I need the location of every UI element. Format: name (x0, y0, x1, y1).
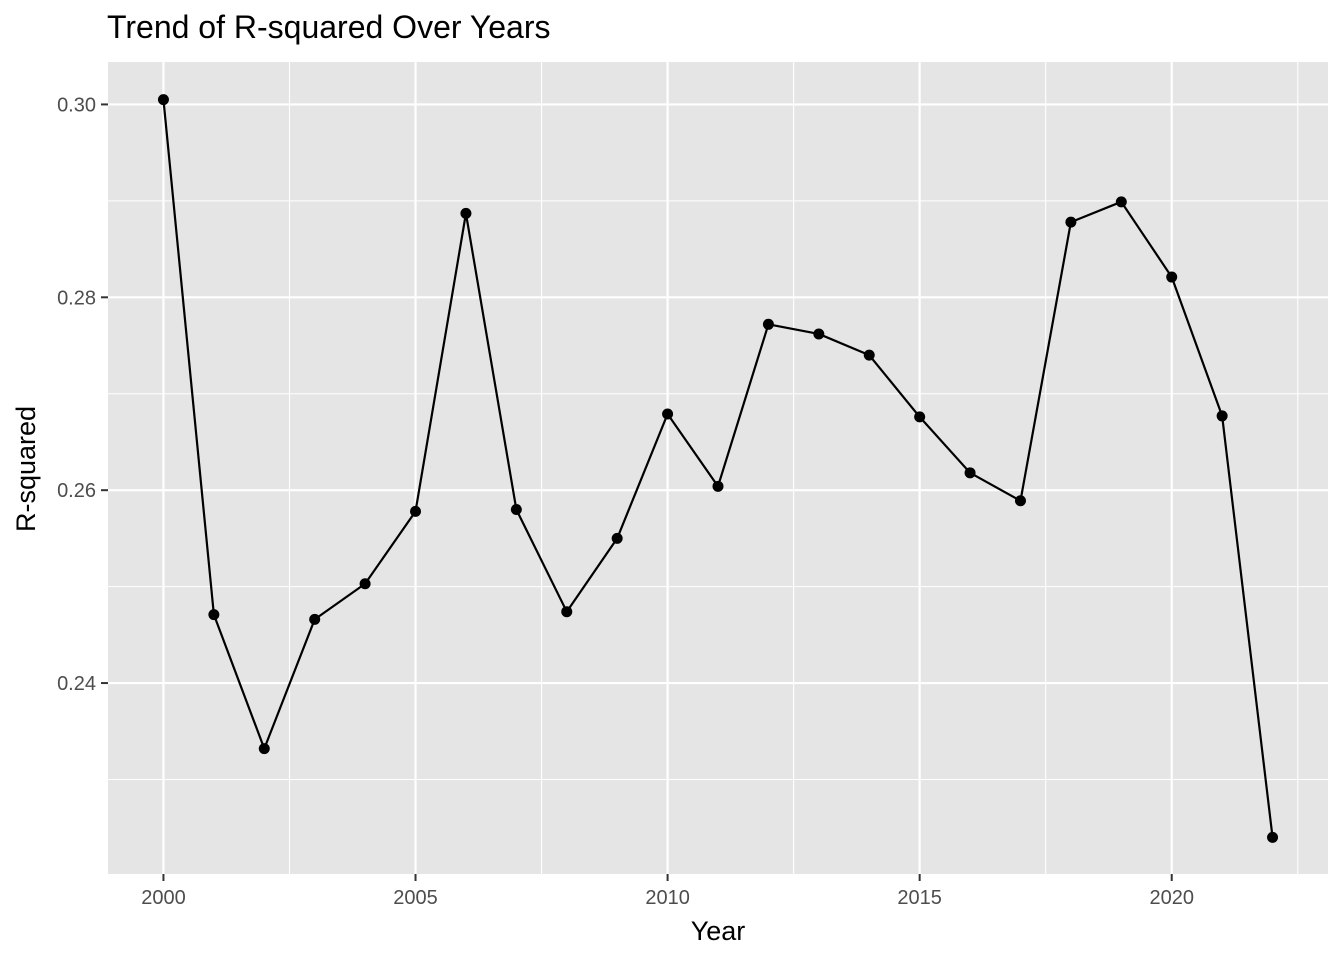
data-point-2015 (914, 411, 926, 423)
x-tick-label: 2000 (141, 887, 186, 909)
data-point-2021 (1216, 410, 1228, 422)
data-point-2018 (1065, 216, 1077, 228)
data-point-2014 (863, 349, 875, 361)
data-point-2007 (510, 503, 522, 515)
data-point-2008 (561, 606, 573, 618)
data-point-2016 (964, 467, 976, 479)
data-point-2012 (762, 318, 774, 330)
y-tick-label: 0.24 (57, 673, 96, 695)
data-point-2001 (208, 609, 220, 621)
y-tick-label: 0.30 (57, 94, 96, 116)
data-point-2009 (611, 532, 623, 544)
data-point-2020 (1166, 271, 1178, 283)
data-point-2003 (309, 613, 321, 625)
data-point-2010 (662, 408, 674, 420)
chart-title: Trend of R-squared Over Years (107, 9, 550, 45)
points-layer (157, 94, 1279, 843)
data-point-2000 (157, 94, 169, 106)
plot-panel (108, 62, 1328, 874)
data-point-2013 (813, 328, 825, 340)
y-tick-label: 0.28 (57, 287, 96, 309)
data-point-2017 (1014, 495, 1026, 507)
data-point-2004 (359, 578, 371, 590)
y-tick-label: 0.26 (57, 480, 96, 502)
data-point-2002 (258, 743, 270, 755)
x-axis: 2000 2005 2010 2015 2020 (141, 874, 1194, 909)
x-axis-title: Year (691, 916, 746, 946)
x-tick-label: 2010 (645, 887, 690, 909)
major-gridlines (108, 62, 1328, 874)
data-point-2011 (712, 480, 724, 492)
y-axis: 0.24 0.26 0.28 0.30 (57, 94, 108, 695)
x-tick-label: 2005 (393, 887, 438, 909)
x-tick-label: 2015 (897, 887, 942, 909)
y-axis-title: R-squared (11, 406, 41, 532)
data-point-2022 (1267, 831, 1279, 843)
x-tick-label: 2020 (1149, 887, 1194, 909)
data-point-2019 (1115, 196, 1127, 208)
data-point-2005 (410, 505, 422, 517)
data-point-2006 (460, 207, 472, 219)
